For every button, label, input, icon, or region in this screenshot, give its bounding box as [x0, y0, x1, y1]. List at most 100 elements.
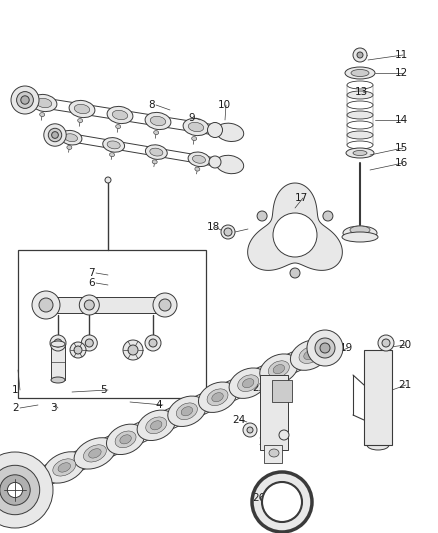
Circle shape	[52, 132, 58, 139]
Circle shape	[11, 86, 39, 114]
Text: 1: 1	[12, 385, 19, 395]
Text: 25: 25	[258, 437, 271, 447]
Text: 10: 10	[218, 100, 231, 110]
Ellipse shape	[347, 121, 373, 129]
Ellipse shape	[115, 431, 136, 448]
Ellipse shape	[188, 152, 210, 167]
Text: 24: 24	[232, 415, 245, 425]
Ellipse shape	[51, 341, 65, 347]
Circle shape	[105, 177, 111, 183]
Ellipse shape	[64, 134, 78, 142]
Circle shape	[79, 295, 99, 315]
Bar	[264, 445, 282, 463]
Circle shape	[44, 124, 66, 146]
Ellipse shape	[181, 407, 193, 416]
Ellipse shape	[346, 148, 374, 158]
Circle shape	[378, 335, 394, 351]
Ellipse shape	[116, 125, 120, 128]
Circle shape	[307, 330, 343, 366]
Circle shape	[382, 339, 390, 347]
Ellipse shape	[343, 226, 377, 240]
Polygon shape	[247, 183, 343, 270]
Ellipse shape	[145, 112, 171, 130]
Text: 8: 8	[148, 100, 155, 110]
Circle shape	[39, 298, 53, 312]
Ellipse shape	[273, 365, 285, 374]
Ellipse shape	[106, 424, 145, 455]
Ellipse shape	[269, 449, 279, 457]
Text: 26: 26	[252, 493, 265, 503]
Text: 16: 16	[395, 158, 408, 168]
Ellipse shape	[60, 131, 82, 145]
Ellipse shape	[74, 438, 116, 469]
Circle shape	[48, 128, 62, 142]
Circle shape	[32, 291, 60, 319]
Ellipse shape	[216, 123, 244, 141]
Ellipse shape	[150, 148, 163, 156]
Circle shape	[159, 299, 171, 311]
Ellipse shape	[27, 477, 40, 486]
Circle shape	[21, 96, 29, 104]
Ellipse shape	[40, 112, 45, 117]
Text: 15: 15	[395, 143, 408, 153]
Circle shape	[262, 482, 302, 522]
Ellipse shape	[304, 351, 315, 360]
Text: 2: 2	[12, 403, 19, 413]
Circle shape	[74, 346, 82, 354]
Ellipse shape	[112, 110, 128, 119]
Circle shape	[0, 475, 30, 505]
Text: 6: 6	[88, 278, 95, 288]
Ellipse shape	[350, 226, 370, 234]
Ellipse shape	[212, 393, 223, 402]
Ellipse shape	[268, 361, 290, 377]
Circle shape	[123, 340, 143, 360]
Ellipse shape	[192, 155, 205, 163]
Ellipse shape	[74, 104, 90, 114]
Circle shape	[357, 52, 363, 58]
Ellipse shape	[107, 141, 120, 149]
Ellipse shape	[347, 111, 373, 119]
Text: 19: 19	[340, 343, 353, 353]
Circle shape	[17, 92, 33, 108]
Circle shape	[149, 339, 157, 347]
Text: 9: 9	[188, 113, 194, 123]
Ellipse shape	[229, 368, 267, 398]
Ellipse shape	[58, 463, 71, 472]
Circle shape	[7, 482, 23, 498]
Circle shape	[290, 268, 300, 278]
Circle shape	[84, 300, 94, 310]
Text: 21: 21	[398, 380, 411, 390]
Ellipse shape	[13, 466, 54, 497]
Ellipse shape	[137, 410, 175, 440]
Ellipse shape	[31, 94, 57, 111]
Ellipse shape	[347, 131, 373, 139]
Text: 18: 18	[207, 222, 220, 232]
Ellipse shape	[290, 340, 328, 370]
Ellipse shape	[183, 118, 209, 135]
Circle shape	[353, 48, 367, 62]
Circle shape	[279, 430, 289, 440]
Ellipse shape	[177, 403, 198, 419]
Ellipse shape	[51, 377, 65, 383]
Circle shape	[0, 452, 53, 528]
Text: 13: 13	[355, 87, 368, 97]
Circle shape	[85, 339, 93, 347]
Ellipse shape	[168, 396, 206, 426]
Circle shape	[315, 338, 335, 358]
Text: 17: 17	[295, 193, 308, 203]
Circle shape	[50, 335, 66, 351]
Ellipse shape	[347, 101, 373, 109]
Circle shape	[320, 343, 330, 353]
Ellipse shape	[110, 152, 114, 157]
Ellipse shape	[53, 459, 76, 476]
Ellipse shape	[43, 452, 85, 483]
Ellipse shape	[145, 145, 167, 159]
Circle shape	[273, 213, 317, 257]
Ellipse shape	[103, 138, 124, 152]
Text: 20: 20	[398, 340, 411, 350]
Circle shape	[243, 423, 257, 437]
Ellipse shape	[84, 445, 106, 462]
Ellipse shape	[192, 136, 197, 141]
Ellipse shape	[198, 382, 237, 413]
Circle shape	[208, 123, 223, 138]
